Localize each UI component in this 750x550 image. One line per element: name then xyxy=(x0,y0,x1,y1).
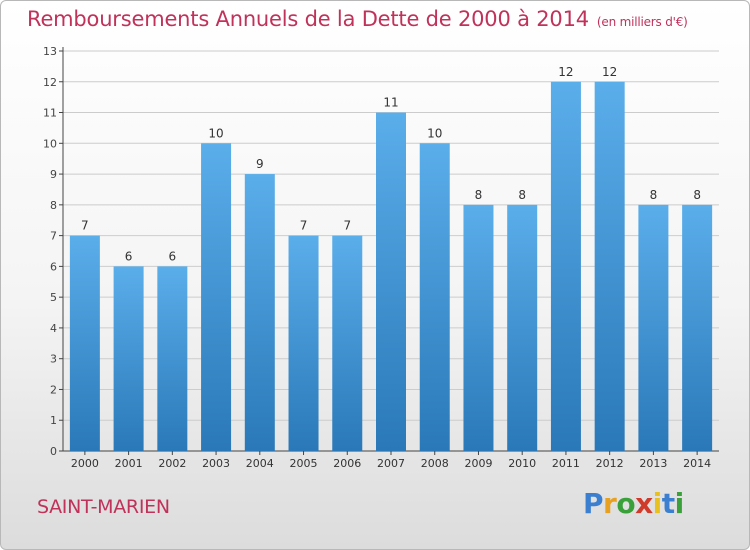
bar-value-label: 10 xyxy=(208,126,223,140)
bar xyxy=(682,204,713,451)
bar-value-label: 9 xyxy=(256,157,264,171)
y-tick-label: 7 xyxy=(50,230,57,243)
logo-letter: r xyxy=(603,487,617,520)
bar xyxy=(638,204,669,451)
bar xyxy=(69,235,100,451)
x-tick-label: 2008 xyxy=(421,457,449,470)
city-name: SAINT-MARIEN xyxy=(37,496,170,518)
bar xyxy=(594,81,625,452)
x-tick-label: 2003 xyxy=(202,457,230,470)
bar-value-label: 6 xyxy=(125,249,133,263)
bar xyxy=(463,204,494,451)
proxiti-logo[interactable]: Proxiti xyxy=(583,487,684,520)
y-tick-label: 5 xyxy=(50,291,57,304)
bar xyxy=(550,81,581,452)
bar xyxy=(157,266,188,451)
bar xyxy=(113,266,144,451)
y-tick-label: 12 xyxy=(43,76,57,89)
y-tick-label: 9 xyxy=(50,168,57,181)
y-tick-label: 8 xyxy=(50,199,57,212)
x-tick-label: 2007 xyxy=(377,457,405,470)
y-tick-label: 1 xyxy=(50,414,57,427)
bar xyxy=(201,143,232,452)
bar-value-label: 7 xyxy=(81,219,89,233)
x-tick-label: 2006 xyxy=(333,457,361,470)
bar-value-label: 12 xyxy=(558,65,573,79)
logo-letter: x xyxy=(635,487,653,520)
bar-value-label: 8 xyxy=(693,188,701,202)
y-tick-label: 4 xyxy=(50,322,57,335)
x-tick-label: 2004 xyxy=(246,457,274,470)
y-tick-label: 6 xyxy=(50,260,57,273)
bar xyxy=(376,112,406,452)
y-tick-label: 2 xyxy=(50,383,57,396)
bar xyxy=(288,235,319,451)
y-tick-label: 3 xyxy=(50,353,57,366)
bar xyxy=(507,204,538,451)
x-tick-label: 2009 xyxy=(464,457,492,470)
x-tick-label: 2014 xyxy=(683,457,711,470)
x-tick-label: 2013 xyxy=(639,457,667,470)
bar-value-label: 10 xyxy=(427,126,442,140)
bar-value-label: 7 xyxy=(343,219,351,233)
chart-title-text: Remboursements Annuels de la Dette de 20… xyxy=(27,7,589,31)
x-tick-label: 2001 xyxy=(115,457,143,470)
x-tick-label: 2012 xyxy=(596,457,624,470)
chart-title: Remboursements Annuels de la Dette de 20… xyxy=(27,7,688,31)
logo-letter: i xyxy=(674,487,685,520)
bar-value-label: 11 xyxy=(383,96,398,110)
bar-value-label: 8 xyxy=(650,188,658,202)
bar-value-label: 8 xyxy=(518,188,526,202)
logo-letter: o xyxy=(616,487,636,520)
x-tick-label: 2010 xyxy=(508,457,536,470)
y-tick-label: 10 xyxy=(43,137,57,150)
bar-value-label: 12 xyxy=(602,65,617,79)
bars xyxy=(69,81,713,452)
data-labels: 7 6 6 10 9 7 7 11 10 8 8 12 12 8 8 xyxy=(81,65,701,264)
logo-letter: t xyxy=(661,487,675,520)
logo-letter: P xyxy=(583,487,604,520)
y-tick-label: 11 xyxy=(43,107,57,120)
bar-value-label: 6 xyxy=(169,249,177,263)
y-tick-label: 13 xyxy=(43,45,57,58)
x-tick-label: 2005 xyxy=(290,457,318,470)
bar xyxy=(419,143,450,452)
logo-letter: i xyxy=(652,487,663,520)
x-tick-label: 2011 xyxy=(552,457,580,470)
bar xyxy=(244,174,275,452)
bar-value-label: 8 xyxy=(475,188,483,202)
bar xyxy=(332,235,363,451)
y-tick-label: 0 xyxy=(50,445,57,458)
x-tick-label: 2000 xyxy=(71,457,99,470)
chart-subtitle: (en milliers d'€) xyxy=(596,15,688,29)
x-tick-label: 2002 xyxy=(158,457,186,470)
bar-value-label: 7 xyxy=(300,219,308,233)
